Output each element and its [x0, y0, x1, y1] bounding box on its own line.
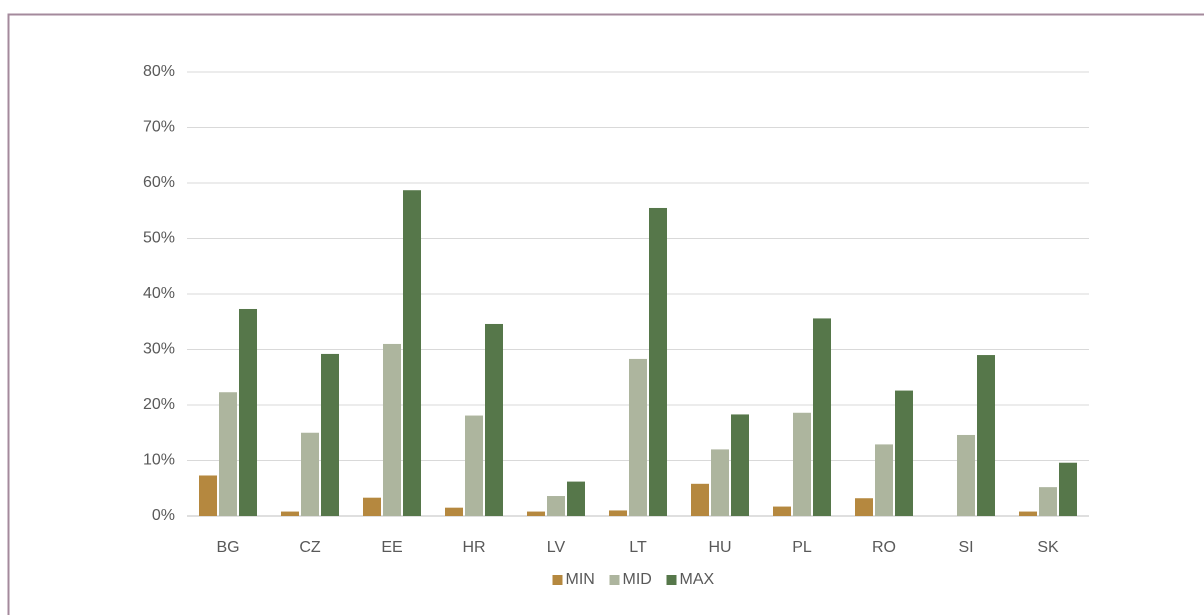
bar: [1019, 511, 1037, 516]
bar: [465, 415, 483, 516]
bar: [773, 506, 791, 516]
bar: [1059, 462, 1077, 516]
x-tick-label: PL: [792, 539, 812, 556]
bar: [977, 355, 995, 516]
y-tick-label: 20%: [143, 396, 175, 413]
bar: [813, 318, 831, 516]
bar: [301, 432, 319, 516]
bar: [445, 507, 463, 516]
x-tick-label: LT: [629, 539, 647, 556]
bar: [485, 323, 503, 516]
x-tick-label: CZ: [299, 539, 321, 556]
x-tick-label: LV: [547, 539, 566, 556]
bar: [1039, 487, 1057, 516]
y-tick-label: 70%: [143, 119, 175, 136]
legend-label: MID: [623, 571, 652, 588]
legend-label: MIN: [566, 571, 595, 588]
bar: [527, 511, 545, 516]
x-tick-label: EE: [381, 539, 402, 556]
chart-frame: [7, 13, 1204, 615]
bar: [383, 343, 401, 516]
bar: [199, 475, 217, 516]
bar: [691, 483, 709, 516]
bar: [239, 308, 257, 516]
bar: [875, 444, 893, 516]
bar: [649, 207, 667, 516]
legend-swatch: [666, 575, 677, 585]
y-tick-label: 50%: [143, 230, 175, 247]
y-tick-label: 10%: [143, 452, 175, 469]
bar: [629, 358, 647, 516]
bar: [321, 353, 339, 516]
bar: [711, 449, 729, 516]
bar: [219, 392, 237, 516]
bar: [547, 496, 565, 516]
x-tick-label: SI: [958, 539, 973, 556]
legend-swatch: [552, 575, 563, 585]
y-tick-label: 60%: [143, 174, 175, 191]
bar: [731, 414, 749, 516]
bar: [793, 412, 811, 516]
x-tick-label: BG: [216, 539, 239, 556]
y-tick-label: 30%: [143, 341, 175, 358]
bar: [957, 434, 975, 516]
legend-label: MAX: [680, 571, 715, 588]
x-tick-label: HR: [462, 539, 485, 556]
y-tick-label: 0%: [152, 507, 175, 524]
x-tick-label: RO: [872, 539, 896, 556]
bar: [281, 511, 299, 516]
bar: [363, 497, 381, 516]
x-tick-label: SK: [1037, 539, 1059, 556]
bar: [609, 510, 627, 516]
legend-swatch: [609, 575, 620, 585]
x-tick-label: HU: [708, 539, 731, 556]
y-tick-label: 40%: [143, 285, 175, 302]
bar: [895, 390, 913, 516]
bar: [403, 190, 421, 516]
y-tick-label: 80%: [143, 63, 175, 80]
bar: [567, 481, 585, 516]
bar: [855, 498, 873, 516]
